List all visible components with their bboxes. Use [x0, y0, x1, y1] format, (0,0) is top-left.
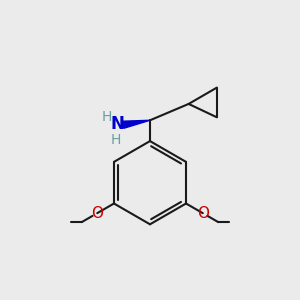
- Text: H: H: [111, 133, 121, 147]
- Text: O: O: [91, 206, 103, 221]
- Text: H: H: [102, 110, 112, 124]
- Text: O: O: [197, 206, 209, 221]
- Text: N: N: [111, 115, 125, 133]
- Polygon shape: [123, 120, 150, 128]
